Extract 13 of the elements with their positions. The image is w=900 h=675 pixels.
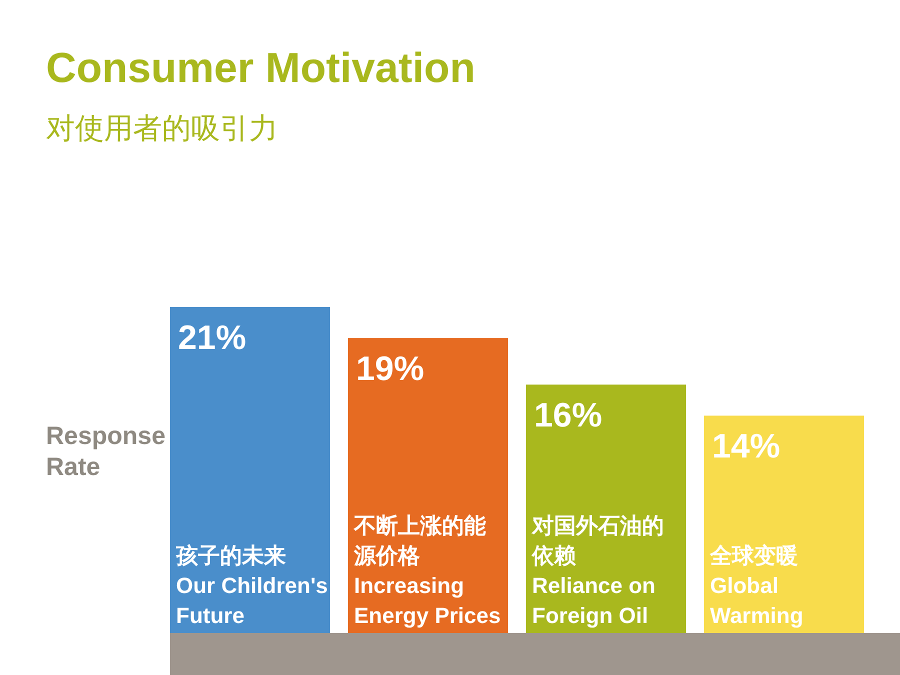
data-label: 16% — [534, 396, 602, 435]
data-label: 21% — [178, 319, 246, 357]
data-label: 14% — [712, 428, 780, 466]
x-tick-label: 孩子的未来 Our Children's Future — [175, 543, 328, 628]
chart-subtitle: 对使用者的吸引力 — [46, 113, 278, 145]
x-tick-label: 不断上涨的能源价格 Increasing Energy Prices — [353, 513, 501, 628]
chart-title: Consumer Motivation — [46, 44, 476, 91]
bar — [704, 416, 864, 633]
x-tick-label: 全球变暖 Global Warming — [709, 543, 804, 628]
bar — [170, 307, 330, 633]
y-axis-title: Response Rate — [46, 422, 166, 481]
x-tick-label: 对国外石油的依赖 Reliance on Foreign Oil — [531, 513, 664, 628]
data-label: 19% — [356, 350, 424, 388]
